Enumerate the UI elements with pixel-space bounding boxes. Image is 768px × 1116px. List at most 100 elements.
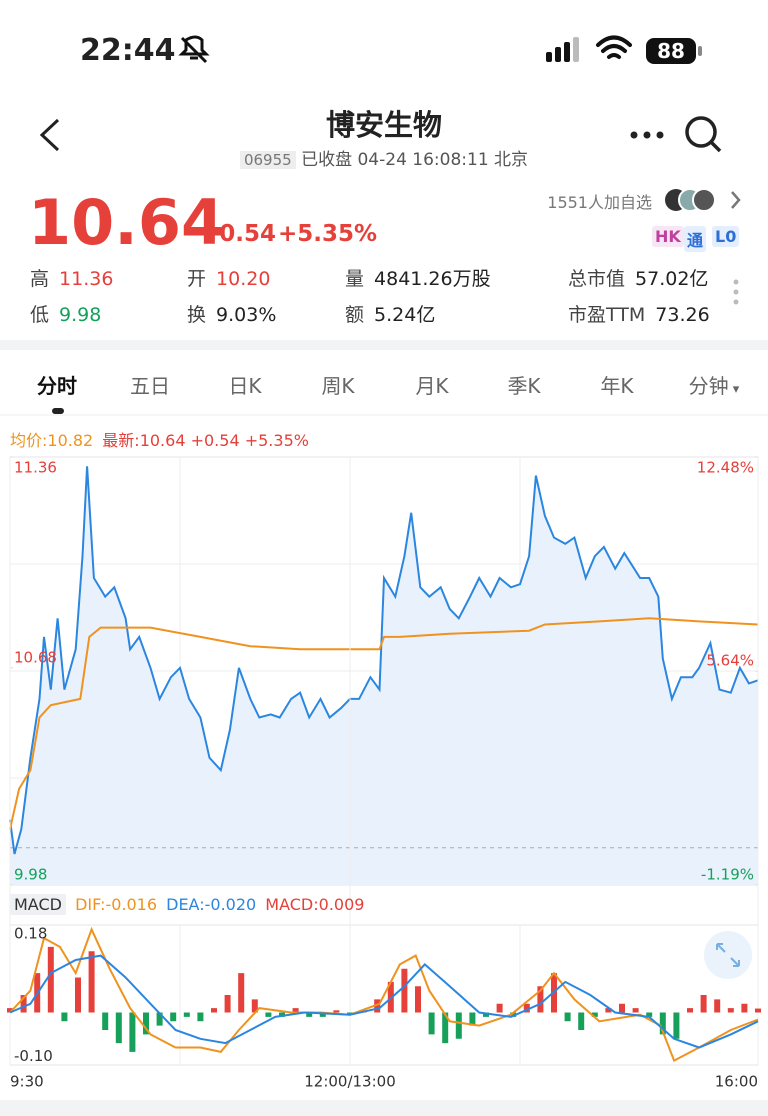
macd-bar: [727, 1008, 734, 1013]
legend-latest: 最新:10.64: [102, 431, 186, 450]
macd-bar: [156, 1012, 163, 1026]
y-tick-label: 9.98: [14, 866, 47, 884]
change-pct: +5.35%: [278, 221, 378, 247]
macd-bar: [523, 1003, 530, 1013]
macd-bar: [537, 986, 544, 1013]
macd-bar: [47, 946, 54, 1013]
x-tick-label: 16:00: [715, 1073, 758, 1091]
macd-bar: [428, 1012, 435, 1035]
macd-bar: [129, 1012, 136, 1052]
clock: 22:44: [80, 33, 176, 68]
series-line: [9, 617, 759, 830]
watchers[interactable]: 1551人加自选: [547, 193, 652, 212]
macd-bar: [646, 1012, 653, 1017]
x-tick-label: 9:30: [10, 1073, 44, 1091]
macd-bar: [741, 1003, 748, 1013]
macd-bar: [211, 1008, 217, 1013]
macd-bar: [687, 1008, 693, 1013]
stock-code: 06955: [239, 151, 296, 169]
tab[interactable]: 日K: [228, 374, 262, 398]
macd-bar: [61, 1012, 68, 1022]
macd-bar: [591, 1012, 598, 1017]
macd-bar: [143, 1012, 149, 1035]
drag-handle: [733, 279, 739, 305]
macd-bar: [265, 1012, 272, 1017]
macd-bar: [374, 999, 381, 1013]
macd-bar: [306, 1012, 313, 1017]
macd-legend: MACD DIF:-0.016 DEA:-0.020 MACD:0.009: [10, 894, 364, 915]
macd-bar: [319, 1012, 326, 1017]
stat: 开 10.20: [187, 268, 271, 290]
macd-bar: [632, 1008, 639, 1013]
tag: 通: [684, 226, 707, 252]
macd-bar: [170, 1012, 177, 1022]
tag: L0: [712, 226, 740, 247]
stat: 市盈TTM 73.26: [568, 304, 710, 326]
expand-button[interactable]: [704, 931, 752, 979]
legend-dif: DIF:-0.016: [75, 895, 158, 914]
avatars: [665, 188, 716, 212]
macd-bar: [7, 1008, 13, 1013]
tab[interactable]: 年K: [600, 374, 634, 398]
y-tick-label: 0.18: [14, 924, 47, 942]
tab[interactable]: 分时: [37, 374, 77, 398]
legend-dea: DEA:-0.020: [166, 895, 257, 914]
macd-bar: [292, 1008, 299, 1013]
tab[interactable]: 月K: [415, 374, 449, 398]
y2-tick-label: -1.19%: [701, 866, 754, 884]
tab[interactable]: 周K: [321, 374, 355, 398]
tab[interactable]: 五日: [130, 374, 170, 398]
title: 博安生物: [325, 108, 442, 142]
change: +0.54: [200, 221, 277, 247]
macd-bar: [496, 1003, 503, 1013]
chevron[interactable]: [731, 191, 741, 209]
stat: 高 11.36: [30, 268, 114, 290]
macd-bar: [347, 1012, 353, 1015]
market-status: 已收盘 04-24 16:08:11 北京: [301, 150, 529, 170]
back-button[interactable]: [39, 118, 60, 152]
series-line: [9, 466, 759, 855]
search-button[interactable]: [685, 116, 722, 153]
macd-bar: [755, 1008, 761, 1013]
macd-bar: [469, 1012, 476, 1026]
tag: HK: [652, 226, 684, 247]
separator: [0, 340, 768, 350]
legend-macd-label[interactable]: MACD: [10, 894, 66, 915]
separator: [0, 1100, 768, 1116]
y2-tick-label: 5.64%: [706, 652, 754, 670]
macd-bar: [251, 999, 258, 1013]
macd-bar: [279, 1012, 285, 1017]
macd-bar: [401, 968, 408, 1013]
legend-avg: 均价:10.82: [10, 431, 94, 450]
macd-bar: [714, 999, 721, 1013]
y-tick-label: 11.36: [14, 459, 57, 477]
status-icons: [178, 35, 702, 64]
tab[interactable]: 季K: [507, 374, 541, 398]
x-tick-label: 12:00/13:00: [304, 1073, 396, 1091]
stat: 换 9.03%: [187, 304, 277, 326]
macd-bar: [115, 1012, 122, 1044]
y-tick-label: 10.68: [14, 648, 57, 666]
macd-bar: [442, 1012, 449, 1044]
macd-line: [9, 954, 759, 1049]
more-button[interactable]: [630, 131, 664, 139]
stat: 低 9.98: [30, 304, 102, 326]
macd-bar: [483, 1012, 489, 1017]
tab-indicator: [52, 408, 64, 414]
subtitle: 06955 已收盘 04-24 16:08:11 北京: [0, 145, 768, 170]
macd-bar: [510, 1012, 517, 1017]
macd-bar: [455, 1012, 462, 1039]
macd-bar: [673, 1012, 680, 1039]
macd-bar: [415, 986, 421, 1013]
legend-pct: +5.35%: [244, 431, 309, 450]
stat: 总市值 57.02亿: [568, 268, 709, 290]
stat: 额 5.24亿: [345, 304, 436, 326]
tab[interactable]: 分钟: [689, 370, 740, 399]
macd-bar: [238, 973, 245, 1013]
battery: 88: [657, 39, 685, 63]
macd-bar: [659, 1012, 666, 1035]
macd-bar: [564, 1012, 571, 1022]
macd-bar: [75, 977, 81, 1013]
